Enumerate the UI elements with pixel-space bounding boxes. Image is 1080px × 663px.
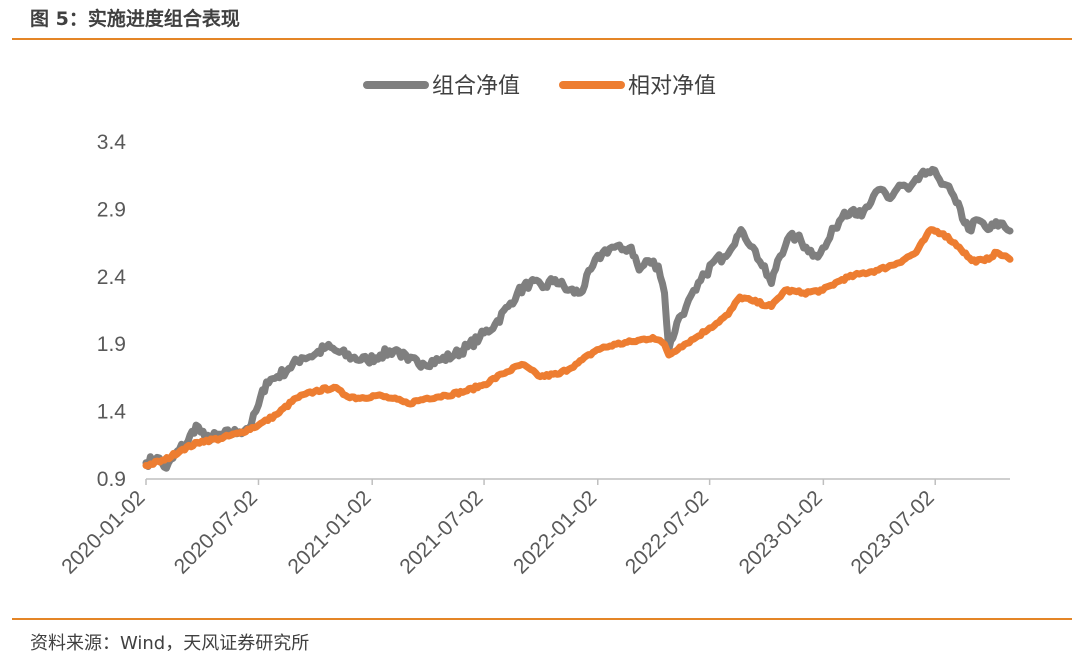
y-tick-label: 2.4	[97, 266, 127, 289]
y-tick-label: 0.9	[97, 468, 126, 491]
series-layer	[142, 165, 1014, 472]
x-tick-label: 2020-07-02	[170, 486, 262, 578]
series-line-portfolio	[142, 165, 1014, 472]
chart-legend: 组合净值 相对净值	[363, 74, 716, 99]
x-tick-label: 2022-01-02	[509, 486, 601, 578]
x-tick-label: 2022-07-02	[621, 486, 713, 578]
y-tick-label: 2.9	[97, 198, 126, 221]
series-line-relative	[142, 226, 1014, 470]
source-note: 资料来源：Wind，天风证券研究所	[30, 633, 310, 654]
x-tick-label: 2020-01-02	[57, 486, 149, 578]
x-tick-label: 2023-01-02	[735, 486, 827, 578]
bottom-divider	[12, 618, 1072, 620]
figure-title: 图 5：实施进度组合表现	[30, 8, 240, 30]
line-chart: 组合净值 相对净值 0.91.41.92.42.93.4 2020-01-02 2…	[57, 74, 1014, 578]
x-axis: 2020-01-02 2020-07-02 2021-01-02 2021-07-02…	[57, 478, 1010, 578]
x-tick-label: 2023-07-02	[847, 486, 939, 578]
y-tick-label: 1.4	[97, 401, 127, 424]
x-tick-label: 2021-07-02	[395, 486, 487, 578]
top-divider	[12, 38, 1072, 40]
legend-label-relative: 相对净值	[628, 74, 716, 99]
legend-label-portfolio: 组合净值	[432, 74, 520, 99]
y-tick-label: 1.9	[97, 333, 126, 356]
y-tick-label: 3.4	[97, 131, 127, 154]
y-axis: 0.9 1.4 1.9 2.4 2.9 3.4	[97, 131, 127, 491]
x-tick-label: 2021-01-02	[284, 486, 376, 578]
